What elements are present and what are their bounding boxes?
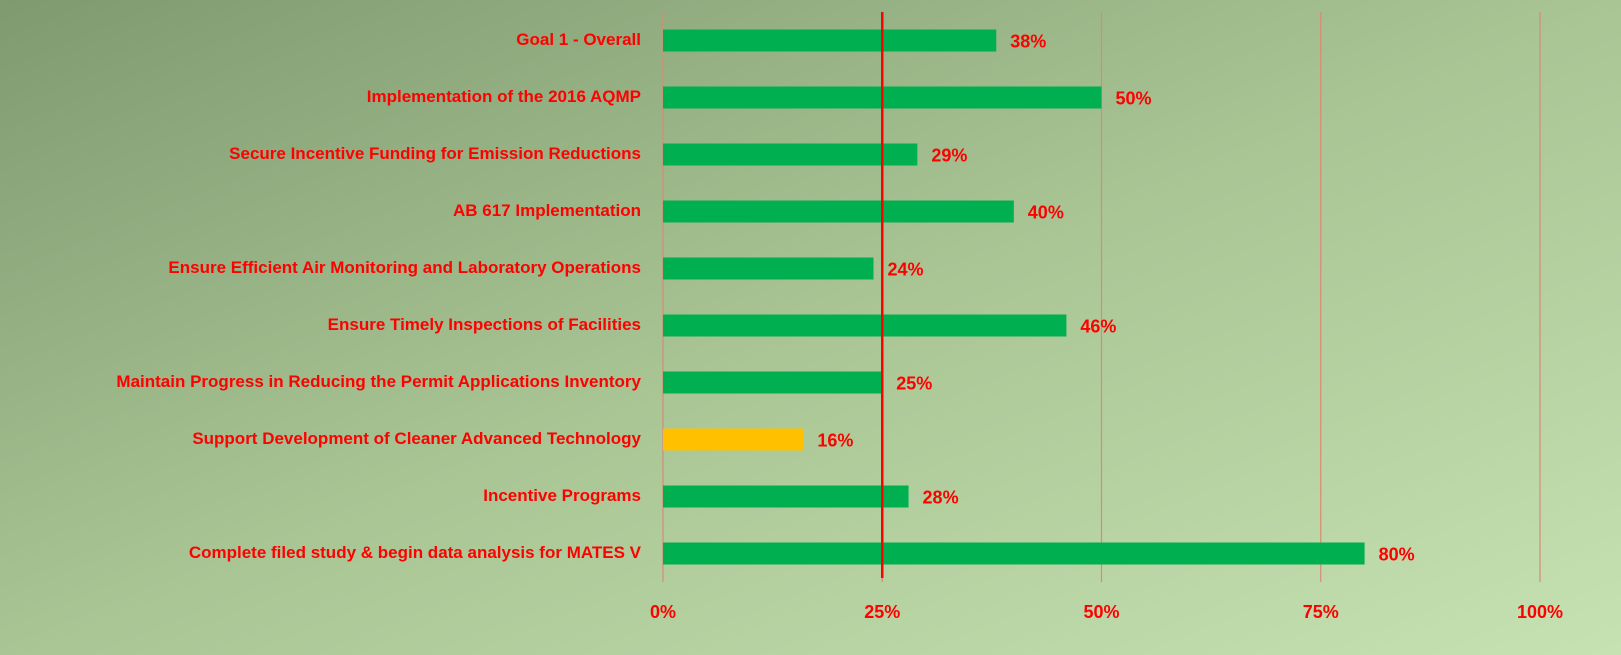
bar bbox=[663, 200, 1014, 223]
bar bbox=[663, 314, 1067, 337]
x-tick-label: 100% bbox=[1517, 602, 1563, 622]
x-tick-label: 50% bbox=[1083, 602, 1119, 622]
x-tick-label: 0% bbox=[650, 602, 676, 622]
data-label: 29% bbox=[931, 145, 967, 165]
bar bbox=[663, 428, 804, 451]
data-label: 25% bbox=[896, 373, 932, 393]
bar bbox=[663, 371, 883, 394]
category-label: Ensure Efficient Air Monitoring and Labo… bbox=[168, 258, 641, 277]
data-label: 46% bbox=[1080, 316, 1116, 336]
data-label: 16% bbox=[817, 430, 853, 450]
data-label: 50% bbox=[1116, 88, 1152, 108]
category-label: Secure Incentive Funding for Emission Re… bbox=[229, 144, 641, 163]
x-tick-label: 25% bbox=[864, 602, 900, 622]
category-label: Complete filed study & begin data analys… bbox=[189, 543, 642, 562]
category-label: Support Development of Cleaner Advanced … bbox=[192, 429, 641, 448]
bar bbox=[663, 29, 997, 52]
category-label: Incentive Programs bbox=[483, 486, 641, 505]
bar bbox=[663, 257, 874, 280]
category-label: Goal 1 - Overall bbox=[516, 30, 641, 49]
category-label: Ensure Timely Inspections of Facilities bbox=[328, 315, 641, 334]
data-label: 80% bbox=[1379, 544, 1415, 564]
data-label: 28% bbox=[923, 487, 959, 507]
data-label: 38% bbox=[1010, 31, 1046, 51]
data-label: 24% bbox=[887, 259, 923, 279]
bar bbox=[663, 542, 1365, 565]
x-tick-label: 75% bbox=[1303, 602, 1339, 622]
data-label: 40% bbox=[1028, 202, 1064, 222]
bar bbox=[663, 485, 909, 508]
category-label: AB 617 Implementation bbox=[453, 201, 641, 220]
category-label: Maintain Progress in Reducing the Permit… bbox=[116, 372, 641, 391]
bar bbox=[663, 143, 918, 166]
category-label: Implementation of the 2016 AQMP bbox=[367, 87, 641, 106]
